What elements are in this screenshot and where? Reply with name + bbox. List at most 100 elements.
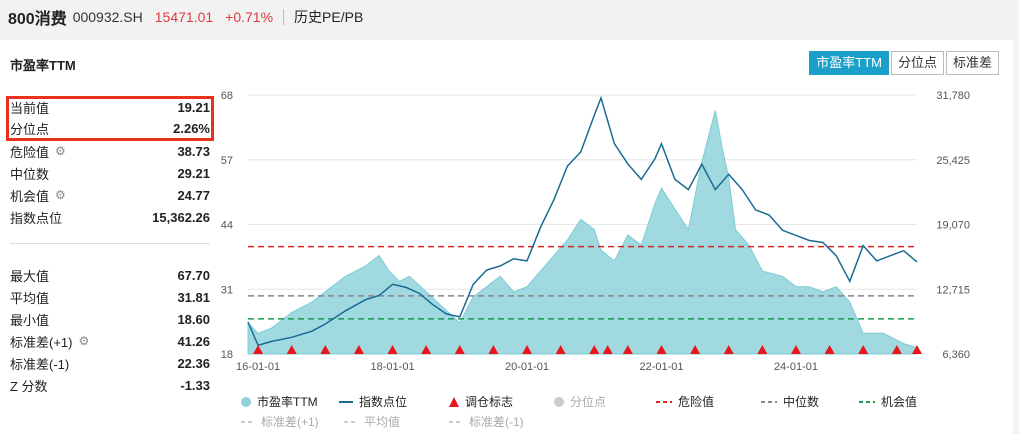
rebalance-marker [622,345,633,354]
index-code: 000932.SH [72,9,143,25]
index-change: +0.71% [225,9,274,25]
stat-label: 最小值 [10,312,50,328]
gear-icon[interactable]: ⚙ [55,144,66,158]
index-name: 800消费 [8,11,67,28]
x-tick-label: 24-01-01 [774,361,818,373]
stat-value: 19.21 [177,99,210,115]
page-subtitle[interactable]: 历史PE/PB [294,9,364,25]
rebalance-marker [286,345,297,354]
stat-value: 29.21 [177,165,210,181]
stat-value: 18.60 [177,311,210,327]
legend-median-swatch [761,400,777,403]
legend-label: 调仓标志 [465,395,514,409]
index-line [247,95,918,347]
legend-rebalance[interactable]: 调仓标志 [448,393,513,410]
rebalance-marker [522,345,533,354]
header-divider [283,9,285,25]
tab-stddev[interactable]: 标准差 [945,51,999,75]
rebalance-marker [824,345,835,354]
stat-label: 中位数 [10,166,50,182]
rebalance-marker [690,345,701,354]
gear-icon[interactable]: ⚙ [55,188,66,202]
legend-label: 标准差(-1) [469,415,524,429]
legend-chance[interactable]: 机会值 [858,393,917,410]
stat-label: Z 分数 [10,378,48,394]
legend-label: 危险值 [678,395,715,409]
stat-value: 41.26 [177,333,210,349]
pe-chart[interactable]: 68 57 44 31 18 31,780 25,425 19,070 12,715 6,360 1… [215,80,975,412]
x-tick-label: 20-01-01 [505,361,549,373]
rebalance-marker [858,345,869,354]
stat-label: 指数点位 [10,210,63,226]
legend-pe[interactable]: 市盈率TTM [240,393,318,410]
stat-value: 67.70 [177,267,210,283]
stat-label: 平均值 [10,290,50,306]
stat-label-text: 标准差(+1) [10,334,73,350]
legend-chance-swatch [859,400,875,403]
legend-index-swatch [339,400,353,403]
legend-percentile[interactable]: 分位点 [553,393,606,410]
stat-percentile: 分位点 2.26% [10,118,210,138]
rebalance-marker [891,345,902,354]
tab-pe[interactable]: 市盈率TTM [809,51,889,75]
legend-index[interactable]: 指数点位 [338,393,407,410]
x-tick-label: 16-01-01 [236,361,280,373]
gear-icon[interactable]: ⚙ [78,334,90,348]
legend-sd-minus[interactable]: 标准差(-1) [448,413,524,430]
stat-value: 38.73 [177,143,210,159]
stat-zscore: Z 分数 -1.33 [10,375,210,395]
stat-index: 指数点位 15,362.26 [10,207,210,227]
pe-area [247,110,918,355]
stat-min: 最小值 18.60 [10,309,210,329]
stat-current: 当前值 19.21 [10,97,210,117]
rebalance-marker [421,345,432,354]
legend-label: 中位数 [783,395,820,409]
rebalance-marker [790,345,801,354]
x-tick-label: 22-01-01 [639,361,683,373]
rebalance-marker [353,345,364,354]
legend-danger[interactable]: 危险值 [655,393,714,410]
metric-tabs: 市盈率TTM 分位点 标准差 [807,51,999,75]
legend-pe-swatch [241,396,251,407]
rebalance-marker [656,345,667,354]
stat-sd-plus: 标准差(+1) ⚙ 41.26 [10,331,210,351]
rebalance-marker [555,345,566,354]
stat-chance: 机会值 ⚙ 24.77 [10,185,210,205]
y2-tick-label: 19,070 [936,220,970,232]
rebalance-marker [320,345,331,354]
rebalance-marker [454,345,465,354]
y-tick-label: 18 [221,349,233,361]
legend-label: 指数点位 [359,395,408,409]
y2-tick-label: 31,780 [936,90,970,102]
y2-tick-label: 6,360 [942,349,970,361]
stat-value: 15,362.26 [152,209,210,225]
stat-label: 危险值 ⚙ [10,142,66,161]
legend-median[interactable]: 中位数 [760,393,819,410]
stat-max: 最大值 67.70 [10,265,210,285]
stat-value: 22.36 [177,355,210,371]
triangle-icon [449,396,459,407]
rebalance-marker [723,345,734,354]
y-tick-label: 57 [221,155,233,167]
rebalance-marker [757,345,768,354]
stat-label: 标准差(+1) ⚙ [10,332,89,351]
card-title: 市盈率TTM [10,58,76,73]
y2-tick-label: 12,715 [936,284,970,296]
stat-value: 2.26% [173,120,210,136]
stat-label: 机会值 ⚙ [10,186,66,205]
stat-label: 当前值 [10,100,50,116]
legend-label: 机会值 [881,395,918,409]
legend-sd-plus[interactable]: 标准差(+1) [240,413,319,430]
highlight-box [6,96,214,141]
legend-danger-swatch [656,400,672,403]
stat-mean: 平均值 31.81 [10,287,210,307]
legend-label: 标准差(+1) [261,415,319,429]
rebalance-marker [253,345,264,354]
stat-danger: 危险值 ⚙ 38.73 [10,141,210,161]
tab-percentile[interactable]: 分位点 [890,51,944,75]
rebalance-marker [602,345,613,354]
legend-label: 分位点 [570,395,607,409]
x-tick-label: 18-01-01 [371,361,415,373]
stat-value: 24.77 [177,187,210,203]
legend-mean[interactable]: 平均值 [343,413,400,430]
